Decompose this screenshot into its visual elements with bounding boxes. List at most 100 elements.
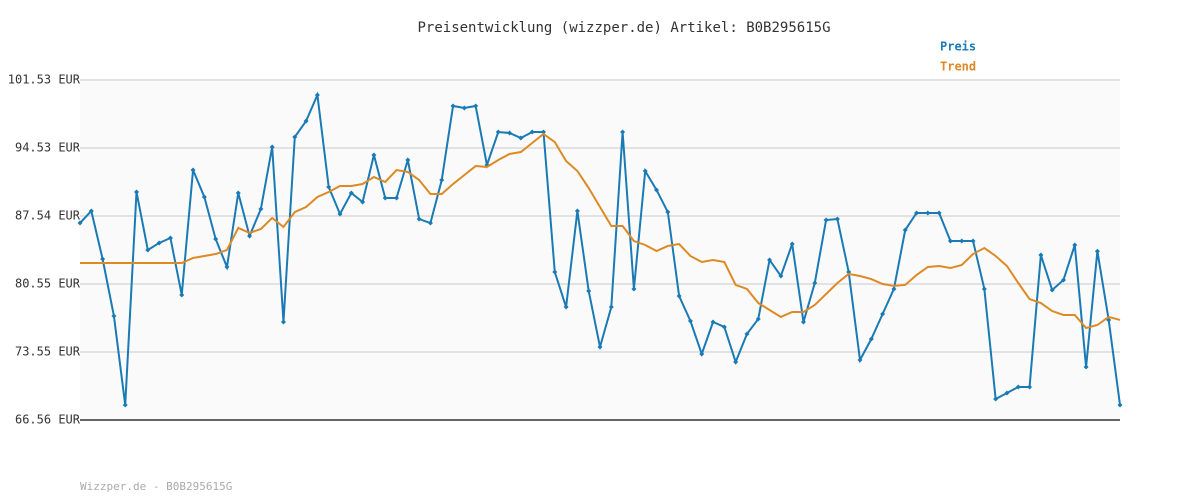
point-marker — [167, 235, 173, 241]
y-tick-label: 101.53 EUR — [8, 73, 81, 87]
point-marker — [1094, 248, 1100, 254]
point-marker — [1049, 287, 1055, 293]
point-marker — [224, 264, 230, 270]
point-marker — [1027, 384, 1033, 390]
point-marker — [427, 220, 433, 226]
point-marker — [507, 130, 513, 136]
point-marker — [597, 344, 603, 350]
point-marker — [394, 195, 400, 201]
point-marker — [518, 135, 524, 141]
point-marker — [834, 216, 840, 222]
point-marker — [1060, 277, 1066, 283]
point-marker — [1083, 364, 1089, 370]
chart-title: Preisentwicklung (wizzper.de) Artikel: B… — [417, 20, 830, 36]
point-marker — [981, 286, 987, 292]
point-marker — [755, 316, 761, 322]
point-marker — [122, 402, 128, 408]
point-marker — [314, 92, 320, 98]
point-marker — [687, 318, 693, 324]
point-marker — [450, 103, 456, 109]
point-marker — [1015, 384, 1021, 390]
point-marker — [857, 357, 863, 363]
y-tick-label: 87.54 EUR — [15, 209, 81, 223]
point-marker — [100, 256, 106, 262]
point-marker — [767, 257, 773, 263]
point-marker — [676, 293, 682, 299]
point-marker — [292, 134, 298, 140]
point-marker — [371, 152, 377, 158]
point-marker — [111, 313, 117, 319]
point-marker — [642, 168, 648, 174]
point-marker — [823, 217, 829, 223]
point-marker — [529, 129, 535, 135]
point-marker — [800, 319, 806, 325]
point-marker — [563, 304, 569, 310]
point-marker — [936, 210, 942, 216]
point-marker — [190, 167, 196, 173]
point-marker — [269, 144, 275, 150]
point-marker — [77, 220, 83, 226]
point-marker — [993, 396, 999, 402]
point-marker — [654, 187, 660, 193]
point-marker — [473, 103, 479, 109]
point-marker — [947, 238, 953, 244]
point-marker — [382, 195, 388, 201]
legend-entry: Trend — [940, 60, 976, 74]
point-marker — [360, 199, 366, 205]
point-marker — [280, 319, 286, 325]
point-marker — [439, 177, 445, 183]
point-marker — [970, 238, 976, 244]
point-marker — [574, 208, 580, 214]
y-tick-label: 80.55 EUR — [15, 276, 81, 290]
point-marker — [495, 129, 501, 135]
point-marker — [699, 351, 705, 357]
point-marker — [914, 210, 920, 216]
series-line — [80, 132, 1121, 330]
point-marker — [201, 194, 207, 200]
point-marker — [891, 286, 897, 292]
point-marker — [134, 189, 140, 195]
point-marker — [1038, 252, 1044, 258]
y-tick-label: 66.56 EUR — [15, 413, 81, 427]
point-marker — [303, 118, 309, 124]
point-marker — [416, 216, 422, 222]
point-marker — [461, 105, 467, 111]
point-marker — [880, 311, 886, 317]
point-marker — [337, 211, 343, 217]
plot-area — [80, 80, 1120, 420]
point-marker — [812, 280, 818, 286]
point-marker — [733, 359, 739, 365]
point-marker — [179, 292, 185, 298]
point-marker — [88, 208, 94, 214]
point-marker — [1004, 390, 1010, 396]
point-marker — [868, 336, 874, 342]
point-marker — [665, 209, 671, 215]
point-marker — [235, 190, 241, 196]
point-marker — [608, 304, 614, 310]
point-marker — [1072, 242, 1078, 248]
point-marker — [326, 184, 332, 190]
point-marker — [552, 269, 558, 275]
point-marker — [789, 241, 795, 247]
point-marker — [145, 247, 151, 253]
point-marker — [156, 240, 162, 246]
point-marker — [744, 331, 750, 337]
point-marker — [586, 288, 592, 294]
y-tick-label: 94.53 EUR — [15, 141, 81, 155]
legend-entry: Preis — [940, 40, 976, 54]
point-marker — [405, 157, 411, 163]
point-marker — [631, 286, 637, 292]
point-marker — [1117, 402, 1123, 408]
point-marker — [710, 319, 716, 325]
point-marker — [258, 206, 264, 212]
point-marker — [540, 129, 546, 135]
footer: Wizzper.de - B0B295615G — [80, 480, 232, 493]
point-marker — [620, 129, 626, 135]
point-marker — [778, 273, 784, 279]
point-marker — [902, 227, 908, 233]
point-marker — [959, 238, 965, 244]
point-marker — [721, 324, 727, 330]
point-marker — [247, 233, 253, 239]
